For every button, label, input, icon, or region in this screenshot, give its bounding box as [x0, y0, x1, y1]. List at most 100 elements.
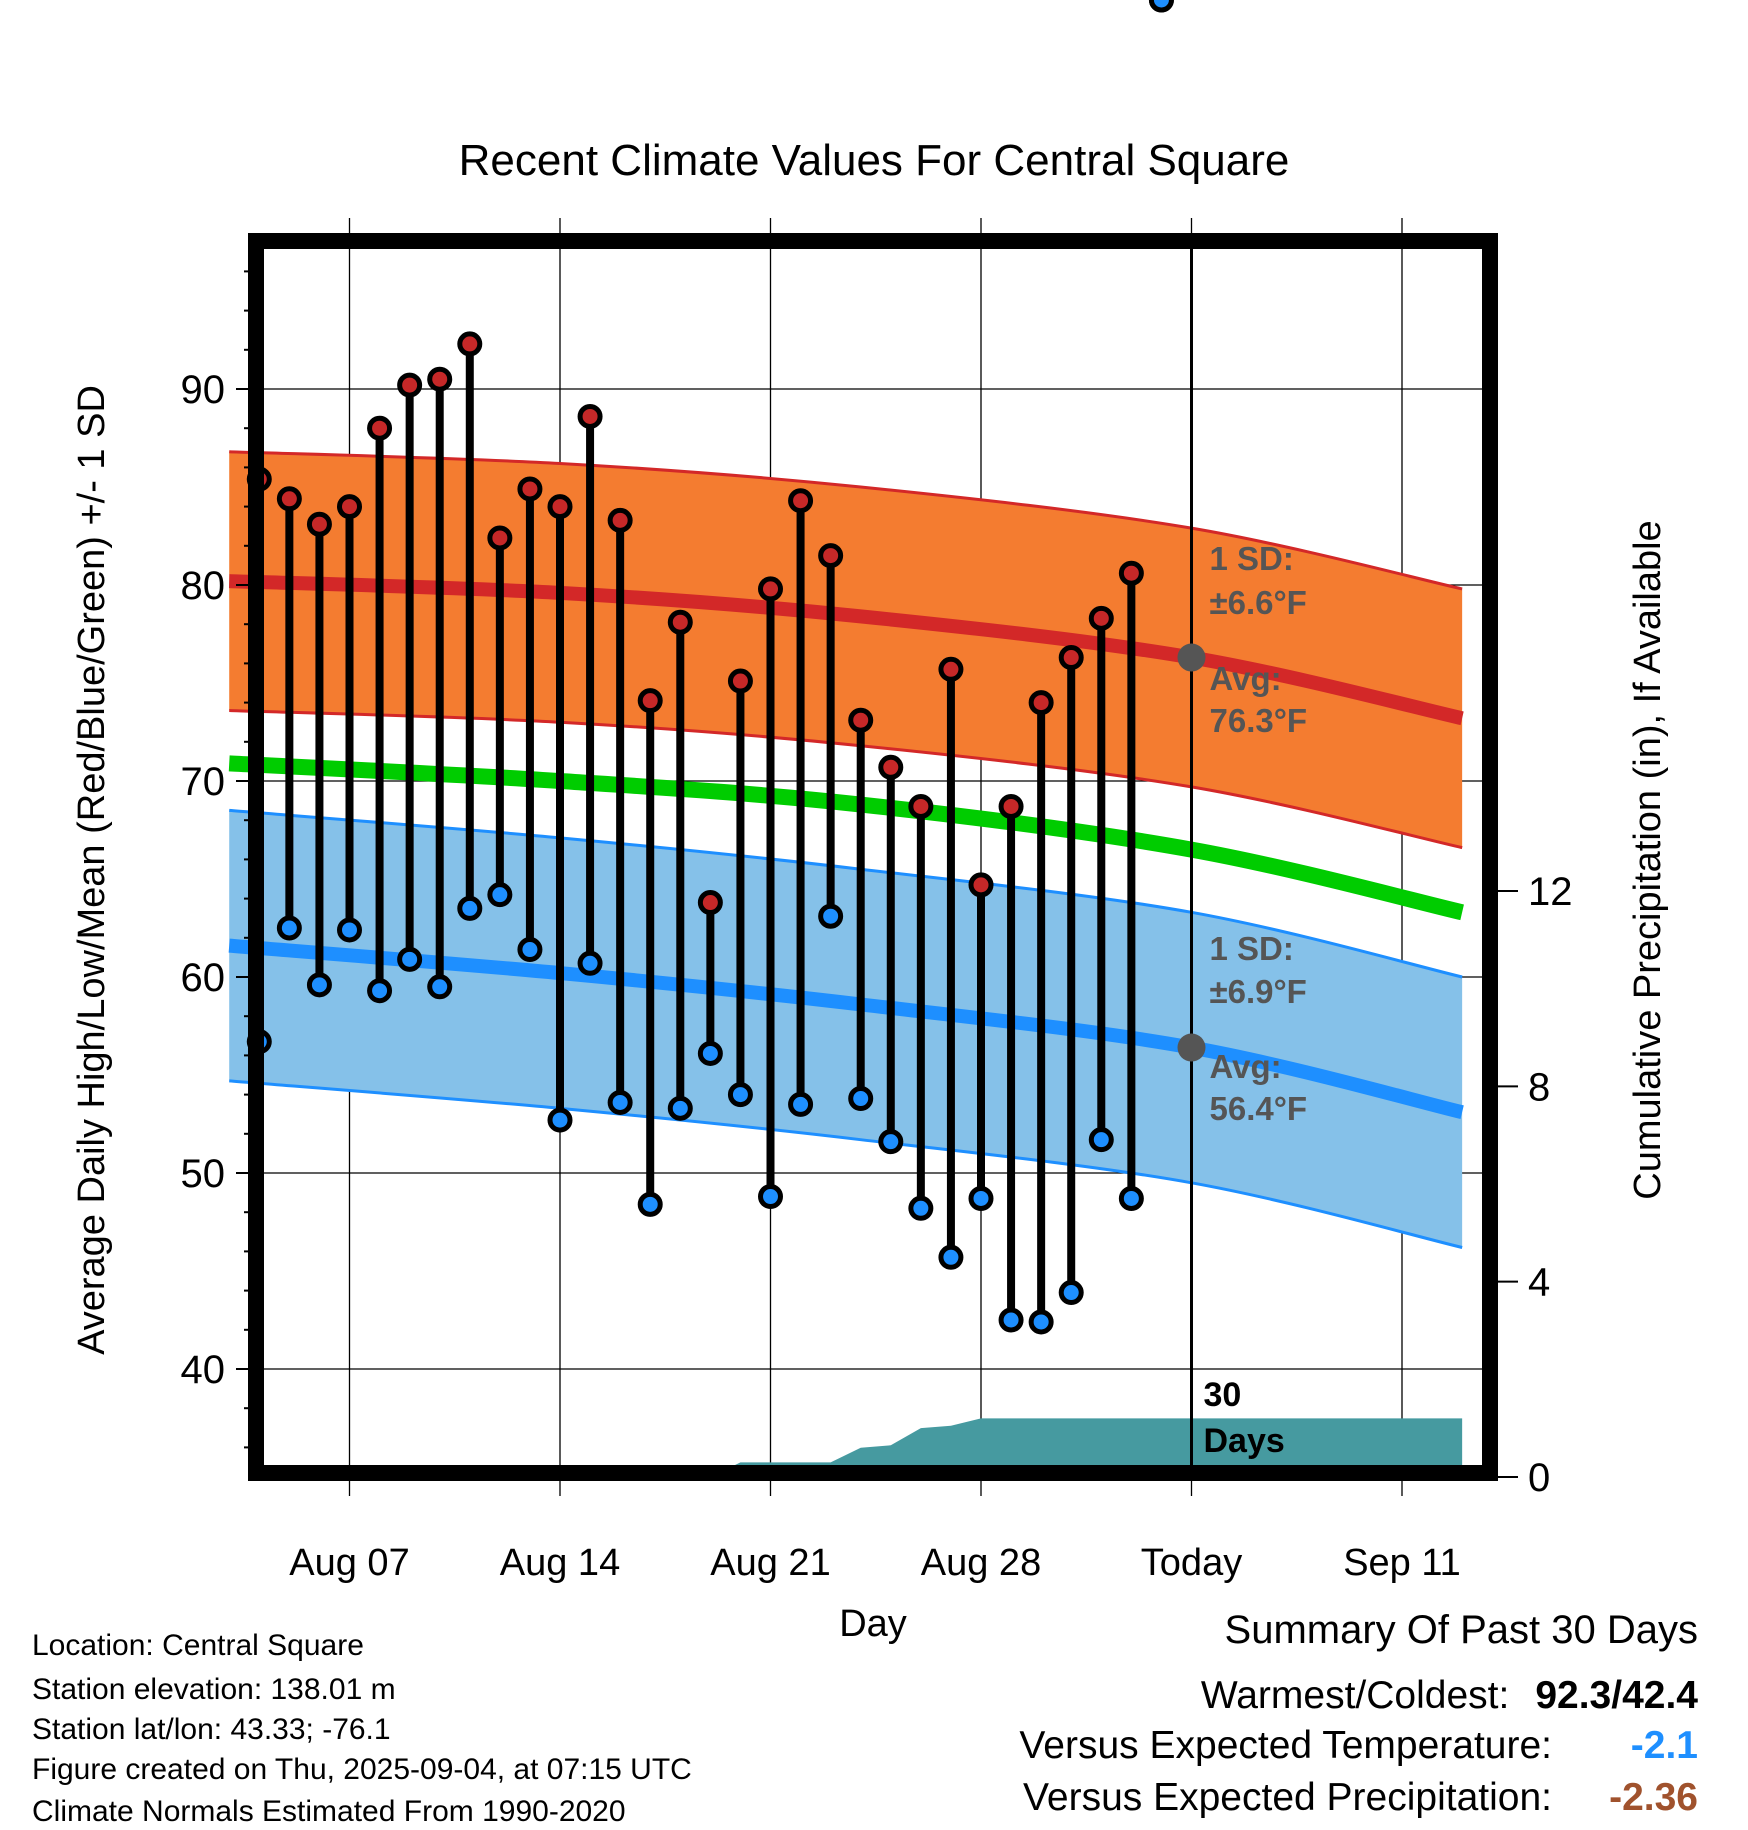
daily-high-point	[306, 511, 332, 537]
daily-low-point	[487, 882, 513, 908]
days-label-word: Days	[1204, 1422, 1285, 1460]
y-left-tick-label: 80	[181, 564, 226, 608]
days-label-number: 30	[1204, 1376, 1242, 1414]
normal-high-band	[229, 451, 1463, 848]
daily-high-point	[517, 476, 543, 502]
summary-title: Summary Of Past 30 Days	[1224, 1608, 1698, 1652]
plot-frame	[248, 233, 1498, 1481]
daily-high-point	[1118, 560, 1144, 586]
daily-high-point	[878, 754, 904, 780]
daily-low-point	[908, 1195, 934, 1221]
normal-low-band-lower-edge	[229, 1079, 1463, 1249]
low-sd-value: ±6.9°F	[1210, 973, 1307, 1010]
precip-value: -2.36	[1609, 1776, 1698, 1819]
daily-low-point	[667, 1095, 693, 1121]
y-right-tick-label: 12	[1528, 870, 1573, 914]
y-left-tick-label: 70	[181, 760, 226, 804]
daily-high-point	[848, 707, 874, 733]
normal-bands	[228, 450, 1464, 1249]
daily-low-point	[306, 972, 332, 998]
temp-value: -2.1	[1630, 1724, 1698, 1767]
daily-high-point	[667, 609, 693, 635]
y-right-tick-label: 8	[1528, 1065, 1550, 1109]
daily-low-point	[457, 895, 483, 921]
daily-low-point	[878, 1129, 904, 1155]
daily-low-point	[1148, 0, 1174, 13]
summary-precip: Versus Expected Precipitation: -2.36	[1023, 1776, 1698, 1820]
summary-temp: Versus Expected Temperature: -2.1	[1019, 1724, 1698, 1768]
daily-low-point	[938, 1244, 964, 1270]
daily-high-point	[547, 494, 573, 520]
x-axis-label: Day	[839, 1603, 907, 1645]
daily-low-point	[397, 946, 423, 972]
info-latlon: Station lat/lon: 43.33; -76.1	[32, 1713, 391, 1746]
daily-low-point	[697, 1040, 723, 1066]
x-tick-label: Aug 14	[500, 1542, 620, 1584]
daily-low-point	[517, 937, 543, 963]
info-elevation: Station elevation: 138.01 m	[32, 1673, 396, 1706]
daily-high-point	[758, 576, 783, 602]
daily-high-point	[1058, 645, 1084, 671]
daily-high-point	[607, 507, 633, 533]
daily-high-point	[788, 488, 814, 514]
daily-high-point	[487, 525, 513, 551]
daily-high-point	[397, 372, 423, 398]
y-left-axis-label: Average Daily High/Low/Mean (Red/Blue/Gr…	[71, 385, 113, 1355]
daily-low-point	[1028, 1309, 1054, 1335]
daily-low-point	[276, 915, 302, 941]
high-avg-value: 76.3°F	[1210, 702, 1308, 739]
daily-high-point	[1028, 690, 1054, 716]
annotations: 1 SD: ±6.6°F Avg: 76.3°F 1 SD: ±6.9°F Avg: 56.4…	[1177, 248, 1308, 1466]
daily-low-point	[758, 1184, 783, 1210]
x-tick-label: Today	[1141, 1542, 1242, 1584]
y-left-tick-label: 60	[181, 956, 226, 1000]
daily-low-point	[1088, 1127, 1114, 1153]
daily-low-point	[848, 1086, 874, 1112]
y-right-tick-label: 0	[1528, 1456, 1550, 1500]
daily-low-point	[577, 950, 603, 976]
low-avg-label: Avg:	[1210, 1048, 1282, 1085]
daily-high-point	[727, 668, 753, 694]
daily-high-point	[697, 890, 723, 916]
summary-warm-cold: Warmest/Coldest: 92.3/42.4	[1201, 1674, 1698, 1718]
daily-low-point	[607, 1089, 633, 1115]
daily-high-point	[577, 403, 603, 429]
daily-high-point	[276, 486, 302, 512]
daily-low-point	[818, 903, 844, 929]
high-sd-label: 1 SD:	[1210, 540, 1294, 577]
low-avg-value: 56.4°F	[1210, 1090, 1308, 1127]
daily-high-point	[457, 331, 483, 357]
high-avg-dot	[1177, 643, 1206, 672]
high-sd-value: ±6.6°F	[1210, 584, 1307, 621]
info-location: Location: Central Square	[32, 1629, 364, 1662]
daily-high-point	[998, 793, 1024, 819]
y-left-tick-label: 40	[181, 1348, 226, 1392]
daily-low-point	[547, 1107, 573, 1133]
temp-label: Versus Expected Temperature:	[1019, 1724, 1552, 1767]
x-tick-label: Sep 11	[1343, 1542, 1461, 1584]
normal-low-band	[229, 810, 1463, 1248]
precip-fill	[229, 1418, 1463, 1477]
high-avg-label: Avg:	[1210, 660, 1282, 697]
daily-high-point	[1088, 605, 1114, 631]
warm-cold-value: 92.3/42.4	[1535, 1674, 1698, 1717]
daily-low-point	[727, 1082, 753, 1108]
y-left-tick-label: 90	[181, 368, 226, 412]
daily-low-point	[337, 917, 362, 943]
low-sd-label: 1 SD:	[1210, 930, 1294, 967]
daily-high-point	[908, 793, 934, 819]
daily-low-point	[1058, 1280, 1084, 1306]
info-created: Figure created on Thu, 2025-09-04, at 07…	[32, 1753, 692, 1786]
x-tick-label: Aug 21	[710, 1542, 830, 1584]
daily-high-point	[818, 543, 844, 569]
daily-low-point	[1118, 1185, 1144, 1211]
daily-high-point	[938, 656, 964, 682]
info-normals: Climate Normals Estimated From 1990-2020	[32, 1795, 626, 1828]
daily-low-point	[367, 978, 393, 1004]
daily-low-point	[788, 1091, 814, 1117]
daily-points	[246, 0, 1174, 1335]
daily-high-point	[968, 872, 994, 898]
axes: 40 50 60 70 80 90 0 4 8 12 Aug 07 Aug 14 Aug 21 Aug 2…	[71, 233, 1669, 1645]
daily-low-point	[998, 1307, 1024, 1333]
x-tick-label: Aug 28	[921, 1542, 1041, 1584]
